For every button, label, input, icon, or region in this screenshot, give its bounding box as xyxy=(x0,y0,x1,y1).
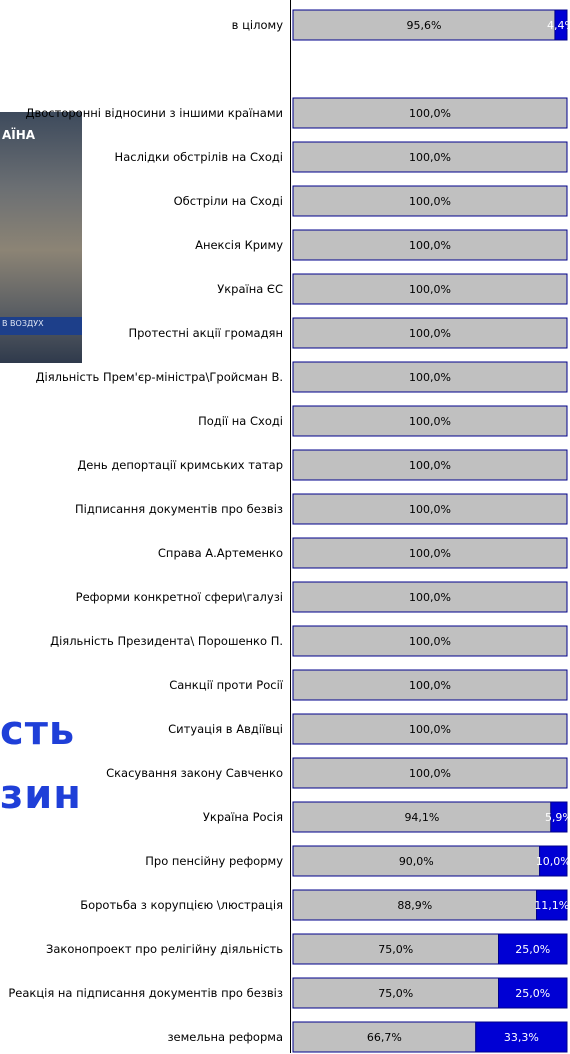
category-label: Підписання документів про безвіз xyxy=(75,501,283,516)
category-label: Протестні акції громадян xyxy=(128,325,283,340)
value-label: 100,0% xyxy=(409,371,451,384)
bar-segment xyxy=(292,845,541,877)
category-label: Анексія Криму xyxy=(195,237,283,252)
value-label: 94,1% xyxy=(404,811,439,824)
bar-segment xyxy=(292,273,568,305)
category-label: Санкції проти Росії xyxy=(169,677,283,692)
value-label: 100,0% xyxy=(409,767,451,780)
bar-segment xyxy=(292,229,568,261)
value-label: 75,0% xyxy=(378,943,413,956)
value-label: 100,0% xyxy=(409,283,451,296)
bar-segment xyxy=(498,977,568,1009)
overlay-text: сть xyxy=(0,708,76,754)
bar-segment xyxy=(292,625,568,657)
value-label: 100,0% xyxy=(409,591,451,604)
value-label: 100,0% xyxy=(409,415,451,428)
thumbnail-text: АЇНА xyxy=(2,128,36,142)
value-label: 95,6% xyxy=(406,19,441,32)
bar-segment xyxy=(292,185,568,217)
category-label: Реформи конкретної сфери\галузі xyxy=(75,589,283,604)
value-label: 100,0% xyxy=(409,327,451,340)
value-label: 88,9% xyxy=(397,899,432,912)
category-label: земельна реформа xyxy=(167,1029,283,1044)
value-label: 75,0% xyxy=(378,987,413,1000)
bar-segment xyxy=(554,9,568,41)
value-label: 100,0% xyxy=(409,635,451,648)
bar-segment xyxy=(292,889,538,921)
value-label: 100,0% xyxy=(409,107,451,120)
bar-segment xyxy=(292,1021,477,1053)
bar-segment xyxy=(292,9,556,41)
category-label: Двосторонні відносини з іншими країнами xyxy=(25,105,284,120)
category-label: Скасування закону Савченко xyxy=(106,765,283,780)
value-label: 25,0% xyxy=(515,987,550,1000)
bar-segment xyxy=(550,801,568,833)
value-label: 100,0% xyxy=(409,503,451,516)
value-label: 5,9% xyxy=(545,811,570,824)
bar-segment xyxy=(292,97,568,129)
bar-segment xyxy=(292,581,568,613)
category-label: Наслідки обстрілів на Сході xyxy=(114,149,283,164)
value-label: 100,0% xyxy=(409,679,451,692)
value-label: 66,7% xyxy=(367,1031,402,1044)
category-label: Діяльність Прем'єр-міністра\Гройсман В. xyxy=(35,369,283,384)
category-label: Україна Росія xyxy=(202,809,283,824)
category-label: Події на Сході xyxy=(198,413,283,428)
category-label: День депортації кримських татар xyxy=(77,457,283,472)
value-label: 100,0% xyxy=(409,151,451,164)
category-label: Законопроект про релігійну діяльність xyxy=(45,941,283,956)
bar-segment xyxy=(292,361,568,393)
category-label: Обстріли на Сході xyxy=(173,193,283,208)
bar-segment xyxy=(539,845,568,877)
overlay-text: зин xyxy=(0,772,82,818)
bar-segment xyxy=(536,889,568,921)
value-label: 100,0% xyxy=(409,723,451,736)
bar-segment xyxy=(475,1021,568,1053)
bar-segment xyxy=(292,141,568,173)
thumbnail-banner xyxy=(0,317,82,335)
value-label: 4,4% xyxy=(547,19,570,32)
bar-segment xyxy=(292,493,568,525)
bar-segment xyxy=(292,977,499,1009)
bar-segment xyxy=(292,317,568,349)
value-label: 11,1% xyxy=(534,899,569,912)
value-label: 100,0% xyxy=(409,459,451,472)
bar-segment xyxy=(292,669,568,701)
value-label: 90,0% xyxy=(399,855,434,868)
value-label: 25,0% xyxy=(515,943,550,956)
category-label: Про пенсійну реформу xyxy=(145,853,283,868)
bar-segment xyxy=(292,449,568,481)
bar-segment xyxy=(292,713,568,745)
value-label: 33,3% xyxy=(504,1031,539,1044)
bar-segment xyxy=(292,537,568,569)
bar-segment xyxy=(292,801,552,833)
value-label: 10,0% xyxy=(536,855,570,868)
value-label: 100,0% xyxy=(409,195,451,208)
value-label: 100,0% xyxy=(409,239,451,252)
category-label: в цілому xyxy=(231,17,283,32)
thumbnail-text: В ВОЗДУХ xyxy=(2,319,44,328)
video-thumbnail: АЇНА В ВОЗДУХ xyxy=(0,112,82,363)
value-label: 100,0% xyxy=(409,547,451,560)
category-label: Реакція на підписання документів про без… xyxy=(8,985,283,1000)
category-label: Боротьба з корупцією \люстрація xyxy=(80,897,283,912)
bar-segment xyxy=(292,757,568,789)
category-label: Справа А.Артеменко xyxy=(157,545,283,560)
category-label: Україна ЄС xyxy=(217,281,283,296)
category-label: Ситуація в Авдіївці xyxy=(168,721,283,736)
category-label: Діяльність Президента\ Порошенко П. xyxy=(50,633,283,648)
bar-segment xyxy=(498,933,568,965)
bar-segment xyxy=(292,405,568,437)
